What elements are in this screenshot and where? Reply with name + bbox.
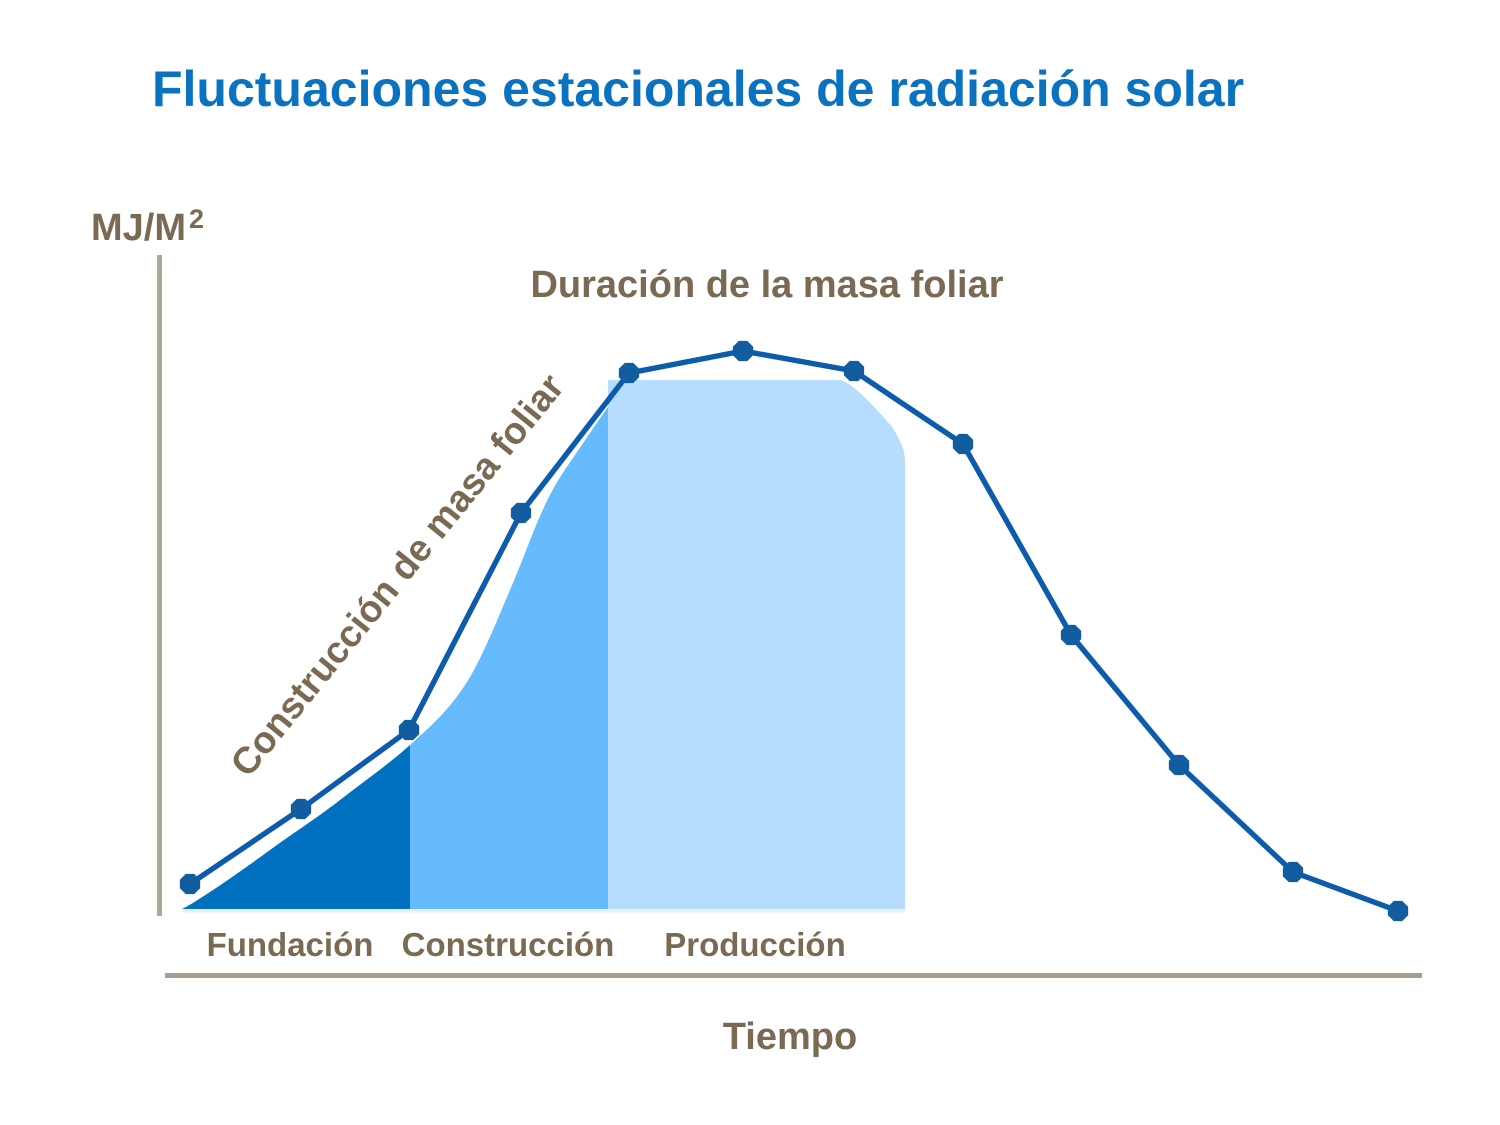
svg-text:Construcción: Construcción [402,926,615,963]
svg-text:MJ/M2: MJ/M 2 [91,204,204,249]
svg-text:Duración de la masa foliar: Duración de la masa foliar [530,264,1003,306]
svg-text:Producción: Producción [664,926,846,963]
svg-text:Fundación: Fundación [207,926,374,963]
svg-text:Fluctuaciones estacionales de: Fluctuaciones estacionales de radiación … [152,61,1244,117]
svg-text:Tiempo: Tiempo [723,1016,857,1058]
